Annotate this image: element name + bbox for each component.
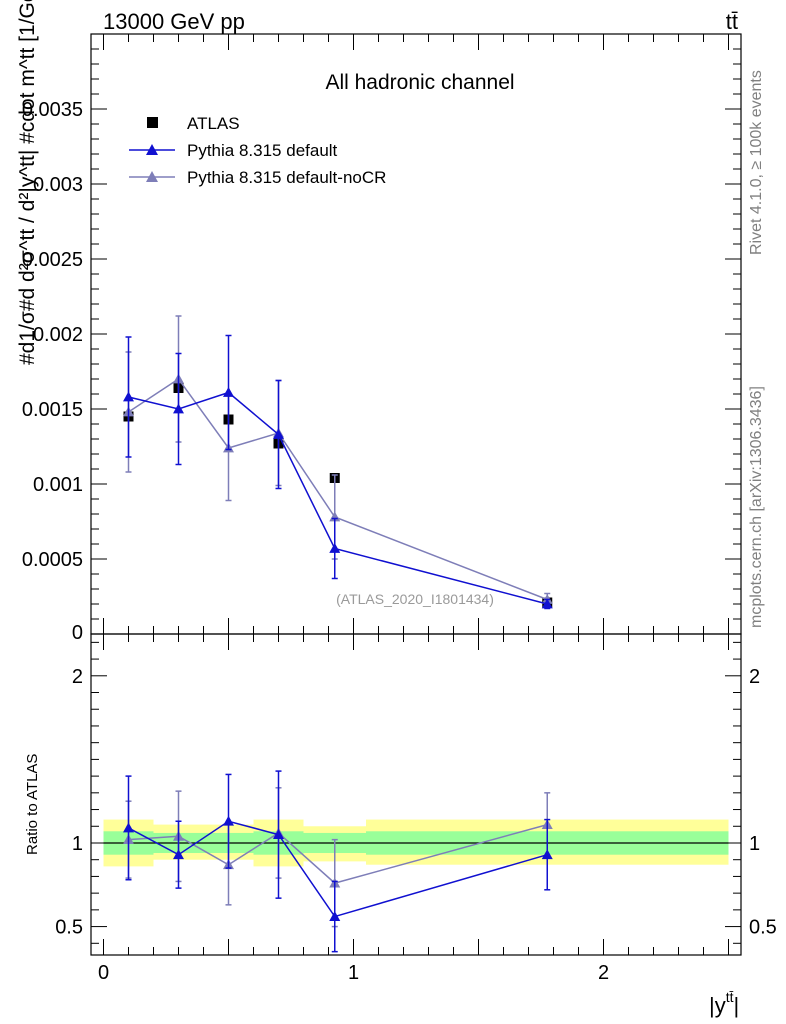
x-axis-label: |ytt̄| xyxy=(709,989,739,1018)
x-axis-label-superscript: tt̄ xyxy=(726,989,734,1005)
legend-default-marker xyxy=(146,144,158,155)
ratio-default-series-line xyxy=(128,820,548,918)
ratio-default-series-point xyxy=(329,911,341,921)
default-series-point xyxy=(273,429,284,439)
nocr-series-line xyxy=(128,377,548,601)
default-series-point xyxy=(541,598,553,609)
ratio-panel: 0 1 2 0.5 0.5 1 1 2 2 Ratio to ATLAS |ytt̄| xyxy=(24,633,777,1018)
ratio-y-axis-label: Ratio to ATLAS xyxy=(24,754,41,855)
ratio-default-series-point xyxy=(541,849,553,860)
main-y-tick-label: 0.003 xyxy=(33,174,83,196)
ratio-default-series-point xyxy=(223,815,234,826)
legend-atlas-label: ATLAS xyxy=(187,114,240,133)
x-tick-label: 2 xyxy=(598,962,609,984)
main-y-axis-label: #d1/σ#d d²σ^tt / d²|y^tt| #cdot m^tt [1/… xyxy=(16,0,39,365)
main-y-tick-label: 0.002 xyxy=(33,324,83,346)
ratio-nocr-series-line xyxy=(128,823,548,884)
main-y-tick-label: 0 xyxy=(72,622,83,644)
process-label: tt̄ xyxy=(726,9,738,34)
mcplots-label: mcplots.cern.ch [arXiv:1306.3436] xyxy=(748,386,765,628)
ratio-y-tick-label-left: 1 xyxy=(72,833,83,855)
legend-atlas-marker xyxy=(147,117,158,128)
default-series-line xyxy=(128,391,548,605)
ratio-default-series-point xyxy=(123,822,134,833)
legend-default-label: Pythia 8.315 default xyxy=(187,141,338,160)
analysis-watermark: (ATLAS_2020_I1801434) xyxy=(336,591,494,607)
main-y-tick-label: 0.0035 xyxy=(22,99,83,121)
ratio-default-series-point xyxy=(173,849,184,860)
main-y-tick-label: 0.0025 xyxy=(22,249,83,271)
ratio-default-series-point xyxy=(273,829,284,840)
main-title: All hadronic channel xyxy=(325,71,514,94)
energy-label: 13000 GeV pp xyxy=(103,9,245,34)
legend-nocr-label: Pythia 8.315 default-noCR xyxy=(187,168,386,187)
default-series-point xyxy=(223,387,234,397)
legend-nocr-marker xyxy=(146,171,158,182)
ratio-frame xyxy=(90,633,742,956)
default-series-point xyxy=(123,391,134,402)
x-axis-label-base: |y xyxy=(709,993,726,1018)
main-y-tick-label: 0.0005 xyxy=(22,549,83,571)
default-series-point xyxy=(329,543,341,553)
main-y-tick-label: 0.001 xyxy=(33,474,83,496)
x-axis-label-close: | xyxy=(734,993,740,1018)
x-tick-label: 0 xyxy=(98,962,109,984)
ratio-y-tick-label-left: 2 xyxy=(72,666,83,688)
main-y-tick-label: 0.0015 xyxy=(22,399,83,421)
ratio-y-tick-label-left: 0.5 xyxy=(55,917,83,939)
ratio-y-tick-label-right: 0.5 xyxy=(749,917,777,939)
main-panel: 0.0005 0.001 0.0015 0.002 0.0025 0.003 0.0035 0… xyxy=(16,0,742,644)
x-tick-label: 1 xyxy=(348,962,359,984)
rivet-label: Rivet 4.1.0, ≥ 100k events xyxy=(748,70,765,255)
ratio-y-tick-label-right: 1 xyxy=(749,833,760,855)
default-series-point xyxy=(173,403,184,414)
legend: ATLAS Pythia 8.315 default Pythia 8.315 … xyxy=(129,114,386,187)
ratio-y-tick-label-right: 2 xyxy=(749,666,760,688)
